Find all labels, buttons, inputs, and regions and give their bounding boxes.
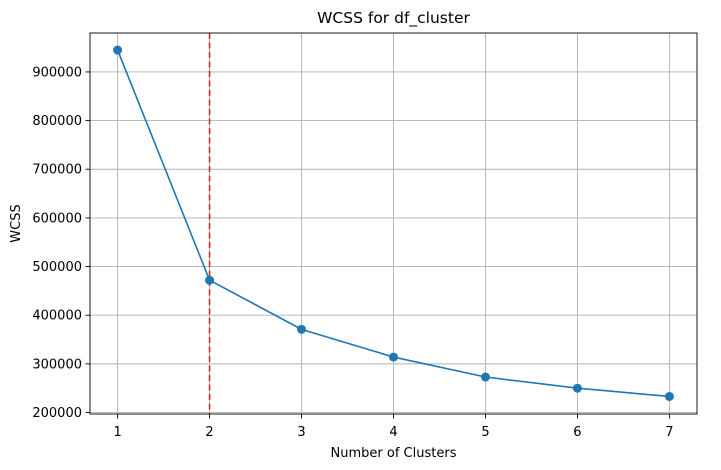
x-tick-label: 6: [573, 425, 581, 440]
y-axis: 200000 300000 400000 500000 600000 700000 8000…: [32, 65, 90, 421]
data-point: [480, 372, 490, 382]
chart-title: WCSS for df_cluster: [317, 9, 470, 28]
y-tick-label: 700000: [32, 163, 82, 178]
x-tick-label: 4: [389, 425, 397, 440]
y-tick-label: 500000: [32, 260, 82, 275]
x-tick-label: 5: [481, 425, 489, 440]
y-tick-label: 400000: [32, 309, 82, 324]
grid: [90, 33, 697, 414]
x-tick-label: 1: [113, 425, 121, 440]
x-axis-label: Number of Clusters: [331, 446, 457, 461]
data-point: [297, 324, 307, 334]
x-tick-label: 3: [297, 425, 305, 440]
data-point: [389, 352, 398, 362]
y-tick-label: 800000: [32, 114, 82, 129]
data-point: [664, 391, 674, 401]
series-layer: [113, 45, 674, 401]
x-axis: 1 2 3 4 5 6 7: [113, 414, 674, 440]
y-tick-label: 900000: [32, 65, 82, 80]
x-tick-label: 2: [205, 425, 213, 440]
y-tick-label: 300000: [32, 357, 82, 372]
data-point: [572, 383, 582, 393]
data-point: [113, 45, 123, 55]
y-axis-label: WCSS: [9, 204, 24, 242]
data-point: [205, 275, 215, 285]
x-tick-label: 7: [665, 425, 673, 440]
y-tick-label: 200000: [32, 406, 82, 421]
y-tick-label: 600000: [32, 211, 82, 226]
